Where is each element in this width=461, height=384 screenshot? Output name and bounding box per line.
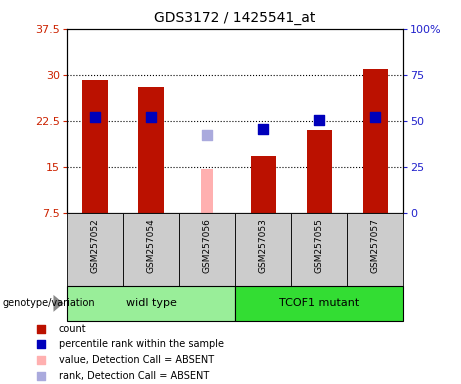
Text: GSM257054: GSM257054 [147,218,155,273]
Bar [307,130,332,213]
Point [203,132,211,138]
Text: GSM257052: GSM257052 [90,218,100,273]
Text: GSM257055: GSM257055 [315,218,324,273]
Point [260,126,267,132]
Bar [179,213,235,286]
Text: genotype/variation: genotype/variation [2,298,95,308]
Bar [67,286,235,321]
Text: count: count [59,324,87,334]
Bar [250,156,276,213]
Point [147,114,154,120]
Bar [67,213,123,286]
Bar [123,213,179,286]
Text: rank, Detection Call = ABSENT: rank, Detection Call = ABSENT [59,371,209,381]
Text: GSM257053: GSM257053 [259,218,268,273]
Text: percentile rank within the sample: percentile rank within the sample [59,339,224,349]
Point [372,114,379,120]
Bar [363,69,388,213]
Point [91,114,99,120]
Point [315,117,323,123]
Point [37,357,45,363]
Bar [82,80,107,213]
Bar [235,286,403,321]
Bar [201,169,213,213]
Text: widl type: widl type [125,298,177,308]
Text: value, Detection Call = ABSENT: value, Detection Call = ABSENT [59,355,214,365]
Bar [291,213,347,286]
Text: TCOF1 mutant: TCOF1 mutant [279,298,360,308]
Text: GSM257057: GSM257057 [371,218,380,273]
Point [37,326,45,332]
Point [37,341,45,348]
Bar [138,86,164,213]
Title: GDS3172 / 1425541_at: GDS3172 / 1425541_at [154,11,316,25]
Bar [235,213,291,286]
Point [37,373,45,379]
Text: GSM257056: GSM257056 [202,218,212,273]
Bar [347,213,403,286]
